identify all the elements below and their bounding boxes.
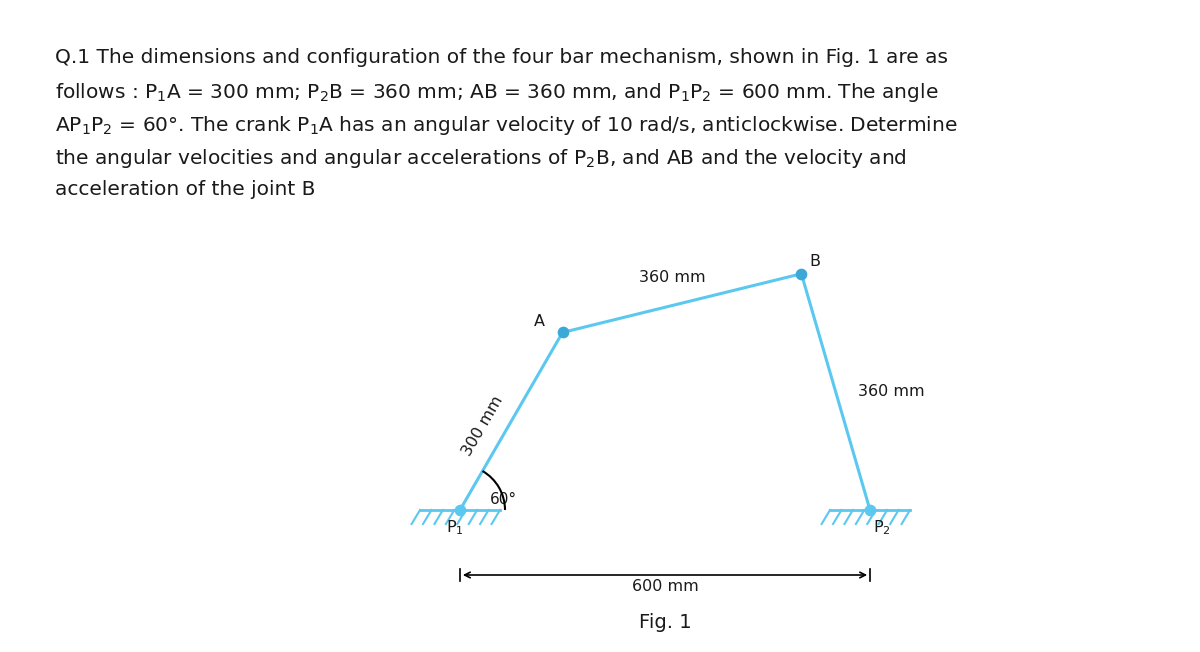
Text: 360 mm: 360 mm [858,385,924,400]
Point [553,327,572,338]
Point [860,505,880,515]
Text: acceleration of the joint B: acceleration of the joint B [55,180,316,199]
Text: $\mathrm{P_1}$: $\mathrm{P_1}$ [446,518,464,537]
Text: A: A [534,314,545,329]
Text: $\mathrm{P_2}$: $\mathrm{P_2}$ [874,518,890,537]
Text: 360 mm: 360 mm [638,270,706,285]
Text: follows : $\mathrm{P_1A}$ = 300 mm; $\mathrm{P_2B}$ = 360 mm; AB = 360 mm, and $: follows : $\mathrm{P_1A}$ = 300 mm; $\ma… [55,81,938,104]
Text: the angular velocities and angular accelerations of $\mathrm{P_2B}$, and AB and : the angular velocities and angular accel… [55,147,907,170]
Text: 60°: 60° [490,492,517,507]
Text: Q.1 The dimensions and configuration of the four bar mechanism, shown in Fig. 1 : Q.1 The dimensions and configuration of … [55,48,948,67]
Text: 600 mm: 600 mm [631,579,698,594]
Text: 300 mm: 300 mm [460,393,506,458]
Point [450,505,469,515]
Text: $\mathrm{AP_1P_2}$ = 60°. The crank $\mathrm{P_1A}$ has an angular velocity of 1: $\mathrm{AP_1P_2}$ = 60°. The crank $\ma… [55,114,958,137]
Text: Fig. 1: Fig. 1 [638,613,691,632]
Text: B: B [809,254,821,269]
Point [792,269,811,279]
